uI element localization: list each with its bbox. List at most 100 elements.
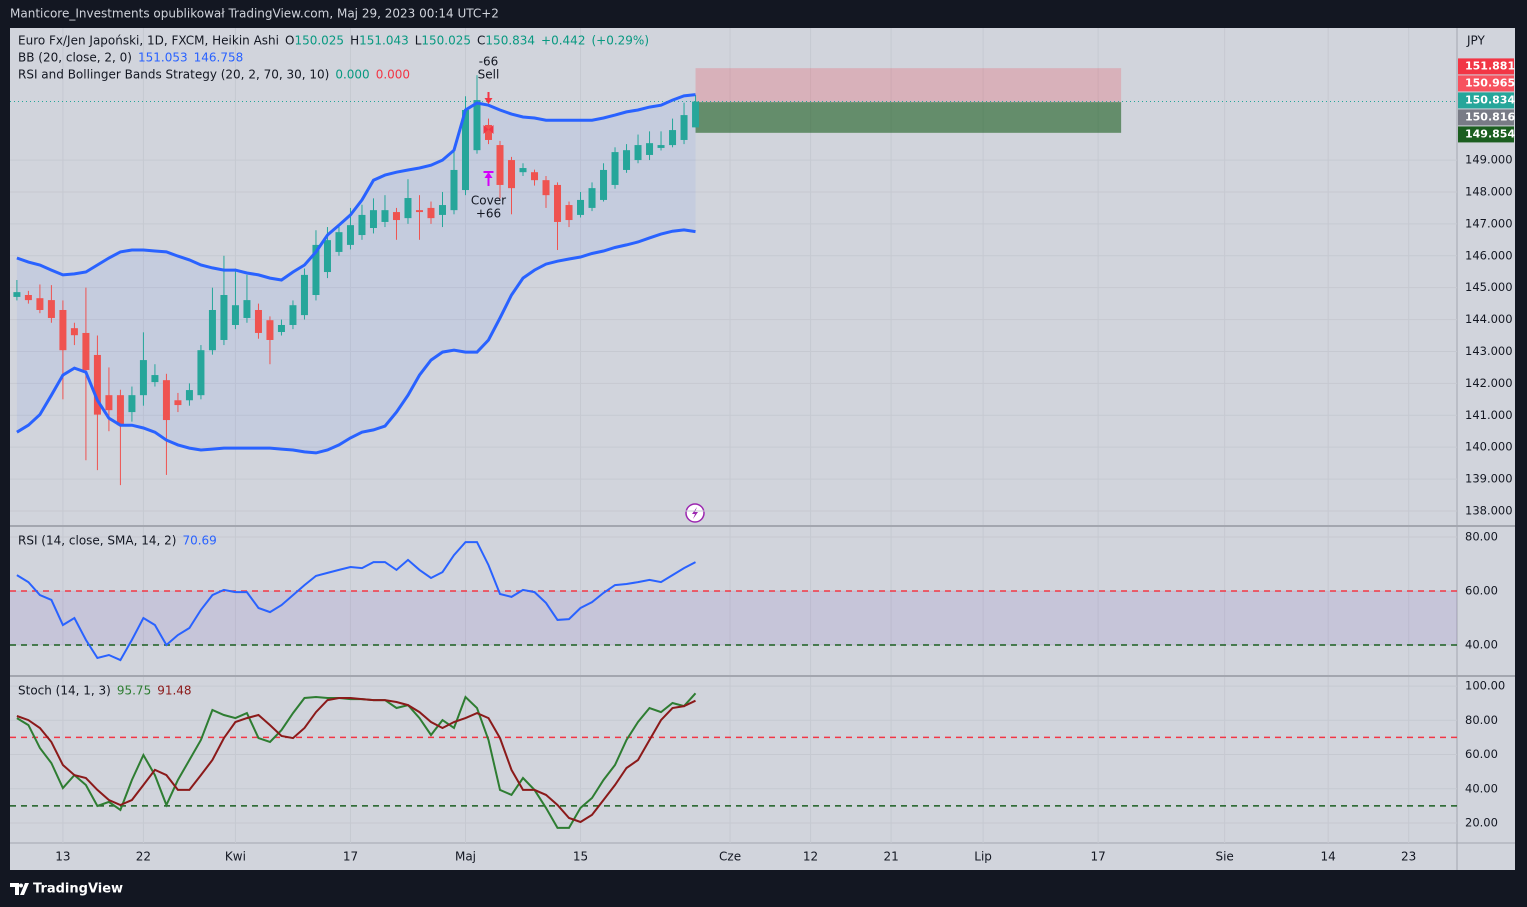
x-tick-label: Cze [719, 850, 741, 864]
candle-body [358, 214, 366, 236]
candle-body [105, 395, 113, 411]
x-tick-label: Maj [455, 850, 476, 864]
candle-body [162, 380, 170, 421]
bb-label: BB (20, close, 2, 0) [18, 51, 132, 65]
x-tick-label: 23 [1401, 850, 1416, 864]
bb-value: 151.053 [138, 51, 188, 65]
bb-line [16, 93, 696, 282]
candle-body [611, 152, 619, 185]
candle-body [577, 199, 585, 215]
candle-body [634, 145, 642, 161]
candle-body [461, 109, 469, 191]
candle-body [220, 295, 228, 340]
symbol-title: Euro Fx/Jen Japoński, 1D, FXCM, Heikin A… [18, 34, 279, 48]
candle-body [519, 168, 527, 173]
x-tick-label: Lip [974, 850, 992, 864]
indicator-line [16, 697, 696, 824]
price-label-box [1458, 75, 1514, 92]
candle-body [531, 172, 539, 181]
strategy-value: 0.000 [376, 68, 410, 82]
indicator-line [16, 541, 696, 662]
candle-body [24, 295, 32, 301]
price-label: 150.816 [1465, 110, 1515, 123]
candle-body [392, 212, 400, 221]
bb-line [16, 228, 696, 455]
candle-body [473, 100, 481, 151]
candle-body [139, 360, 147, 396]
text-layer: 13 22 Kwi 17 Maj 15 Cze 12 21 Lip 17 Sie 14 23 138.000… [18, 34, 1515, 864]
ohlc-value: 151.043 [359, 34, 409, 48]
y-tick-label: 139.000 [1465, 472, 1513, 486]
y-tick-label: 148.000 [1465, 184, 1513, 198]
candle-body [415, 210, 423, 213]
candle-body [381, 210, 389, 222]
position-target-zone [695, 102, 1122, 133]
candle-body [116, 395, 124, 426]
bb-fill [16, 94, 696, 453]
y-tick-label: 60.00 [1465, 747, 1498, 761]
y-tick-label: 60.00 [1465, 584, 1498, 598]
ohlc-value: 150.025 [294, 34, 344, 48]
pane-title: RSI (14, close, SMA, 14, 2) [18, 534, 176, 548]
candle-body [59, 309, 67, 351]
y-tick-label: 149.000 [1465, 153, 1513, 167]
price-label: 151.881 [1465, 59, 1515, 72]
x-tick-label: 14 [1321, 850, 1336, 864]
candle-body [128, 395, 136, 413]
x-tick-label: 22 [136, 850, 151, 864]
candle-body [680, 115, 688, 140]
candle-body [646, 143, 654, 155]
price-label: 150.965 [1465, 76, 1515, 89]
ohlc-label: C [477, 34, 485, 48]
candle-body [70, 328, 78, 336]
y-tick-label: 80.00 [1465, 713, 1498, 727]
position-stop-zone [695, 68, 1122, 103]
candle-body [208, 309, 216, 351]
y-tick-label: 80.00 [1465, 529, 1498, 543]
x-tick-label: 17 [1090, 850, 1105, 864]
candle-body [266, 320, 274, 340]
candle-body [346, 225, 354, 245]
price-label-box [1458, 92, 1514, 109]
publisher-line: Manticore_Investments opublikował Tradin… [10, 7, 499, 21]
candle-body [692, 101, 700, 128]
y-tick-label: 147.000 [1465, 216, 1513, 230]
candle-body [243, 300, 251, 318]
y-tick-label: 40.00 [1465, 638, 1498, 652]
candle-body [335, 232, 343, 252]
y-tick-label: 138.000 [1465, 503, 1513, 517]
currency: JPY [1466, 34, 1486, 48]
ohlc-value: 150.025 [421, 34, 471, 48]
candle-body [657, 145, 665, 148]
strategy-value: 0.000 [335, 68, 369, 82]
candle-body [588, 188, 596, 208]
signal-arrow [483, 171, 494, 186]
x-tick-label: 21 [883, 850, 898, 864]
candle-body [623, 150, 631, 170]
candle-body [669, 130, 677, 146]
candle-body [277, 324, 285, 333]
candle-body [312, 244, 320, 296]
indicator-value: 95.75 [117, 684, 151, 698]
price-label: 150.834 [1465, 93, 1515, 106]
signal-arrow [484, 92, 493, 104]
x-tick-label: 12 [803, 850, 818, 864]
candle-body [197, 350, 205, 396]
y-tick-label: 40.00 [1465, 781, 1498, 795]
y-tick-label: 20.00 [1465, 815, 1498, 829]
candle-body [185, 390, 193, 401]
candle-body [450, 169, 458, 211]
price-label-box [1458, 109, 1514, 126]
signal-label: Sell [478, 68, 500, 82]
candle-body [174, 400, 182, 406]
x-tick-label: 17 [343, 850, 358, 864]
pane-title: Stoch (14, 1, 3) [18, 684, 111, 698]
x-tick-label: 15 [573, 850, 588, 864]
change: +0.442 [541, 34, 585, 48]
y-tick-label: 100.00 [1465, 679, 1505, 693]
candle-body [438, 205, 446, 215]
candle-body [404, 198, 412, 219]
candle-body [151, 375, 159, 383]
alert-icon[interactable] [685, 503, 705, 523]
candle-body [542, 180, 550, 196]
